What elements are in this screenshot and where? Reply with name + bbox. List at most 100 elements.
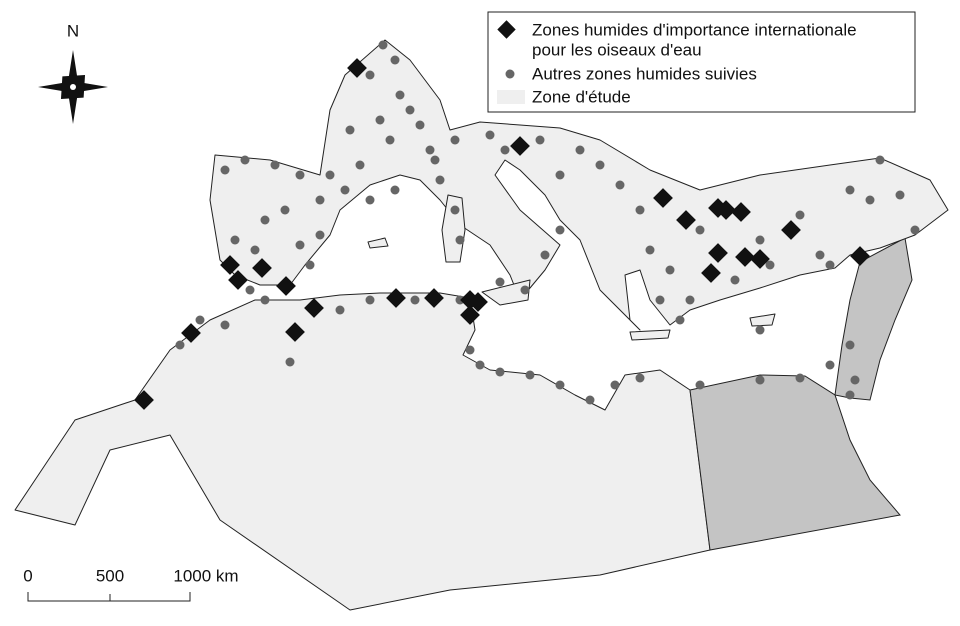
wetland-dot <box>755 375 765 385</box>
wetland-dot <box>475 360 485 370</box>
scale-bar: 0 500 1000 km <box>23 566 239 602</box>
wetland-dot <box>410 295 420 305</box>
wetland-dot <box>335 305 345 315</box>
wetland-dot <box>405 105 415 115</box>
wetland-dot <box>875 155 885 165</box>
legend-label: Autres zones humides suivies <box>532 64 757 83</box>
wetland-dot <box>695 225 705 235</box>
wetland-dot <box>635 373 645 383</box>
wetland-dot <box>260 295 270 305</box>
ramsar-site <box>460 305 480 325</box>
wetland-dot <box>465 345 475 355</box>
wetland-dot <box>340 185 350 195</box>
wetland-dot <box>615 180 625 190</box>
wetland-dot <box>365 70 375 80</box>
ramsar-site <box>386 288 406 308</box>
wetland-dot <box>910 225 920 235</box>
wetland-dot <box>375 115 385 125</box>
wetland-dot <box>425 145 435 155</box>
ramsar-site <box>181 323 201 343</box>
wetland-dot <box>765 260 775 270</box>
ramsar-site <box>228 270 248 290</box>
ramsar-site <box>134 390 154 410</box>
wetland-dot <box>295 170 305 180</box>
sicily <box>481 279 531 306</box>
wetland-dot <box>270 160 280 170</box>
wetland-dot <box>245 285 255 295</box>
wetland-dot <box>495 277 505 287</box>
wetland-dot <box>675 315 685 325</box>
wetland-dot <box>755 235 765 245</box>
ramsar-site <box>220 255 240 275</box>
wetland-dot <box>685 295 695 305</box>
wetland-dot <box>315 230 325 240</box>
wetland-dot <box>230 235 240 245</box>
wetland-dot <box>555 225 565 235</box>
wetland-dot <box>220 320 230 330</box>
wetland-dot <box>610 380 620 390</box>
legend-label: Zone d'étude <box>532 87 631 106</box>
wetland-dot <box>430 155 440 165</box>
wetland-dot <box>415 120 425 130</box>
wetland-dot <box>535 135 545 145</box>
wetland-dot <box>665 265 675 275</box>
wetland-dot <box>305 260 315 270</box>
wetland-dot <box>895 190 905 200</box>
ramsar-site <box>304 298 324 318</box>
wetland-dot <box>395 90 405 100</box>
wetland-dot <box>500 145 510 155</box>
scale-label: 500 <box>96 566 124 585</box>
cyprus <box>749 313 776 327</box>
wetland-dot <box>365 195 375 205</box>
wetland-dot <box>850 375 860 385</box>
scale-label: 0 <box>23 566 32 585</box>
ramsar-site <box>347 58 367 78</box>
wetland-dot <box>815 250 825 260</box>
wetland-dot <box>845 185 855 195</box>
scale-line <box>27 592 191 602</box>
wetland-dot <box>845 340 855 350</box>
wetland-dot <box>280 205 290 215</box>
wetland-dot <box>540 250 550 260</box>
land <box>14 39 949 611</box>
wetland-dot <box>260 215 270 225</box>
wetland-dot <box>315 195 325 205</box>
wetland-dot <box>195 315 205 325</box>
wetland-dot <box>585 395 595 405</box>
wetland-dot <box>495 367 505 377</box>
wetland-dot <box>795 373 805 383</box>
ramsar-site <box>285 322 305 342</box>
wetland-dot <box>825 260 835 270</box>
wetland-dot <box>295 240 305 250</box>
wetland-dot <box>390 185 400 195</box>
compass-center <box>70 84 76 90</box>
wetland-dot <box>645 245 655 255</box>
corsica-sardinia <box>441 194 466 263</box>
wetland-dot <box>450 135 460 145</box>
africa <box>14 292 711 611</box>
wetland-dot <box>455 295 465 305</box>
ramsar-site <box>424 288 444 308</box>
wetland-dot <box>865 195 875 205</box>
wetland-dot <box>435 175 445 185</box>
wetland-dot <box>525 370 535 380</box>
balearics <box>367 237 389 249</box>
wetland-dot <box>240 155 250 165</box>
legend-label: pour les oiseaux d'eau <box>532 40 702 59</box>
scale-label: 1000 km <box>173 566 238 585</box>
legend-label: Zones humides d'importance international… <box>532 20 857 39</box>
wetland-dot <box>635 205 645 215</box>
legend-box <box>487 11 916 113</box>
wetland-dot <box>730 275 740 285</box>
ramsar-site <box>252 258 272 278</box>
ramsar-site <box>276 276 296 296</box>
wetland-dot <box>355 160 365 170</box>
legend: Zones humides d'importance international… <box>487 11 916 113</box>
wetland-dot <box>285 357 295 367</box>
north-label: N <box>67 21 79 40</box>
wetland-dot <box>520 285 530 295</box>
legend-diamond <box>497 20 516 39</box>
egypt <box>689 374 901 551</box>
wetland-dot <box>695 380 705 390</box>
